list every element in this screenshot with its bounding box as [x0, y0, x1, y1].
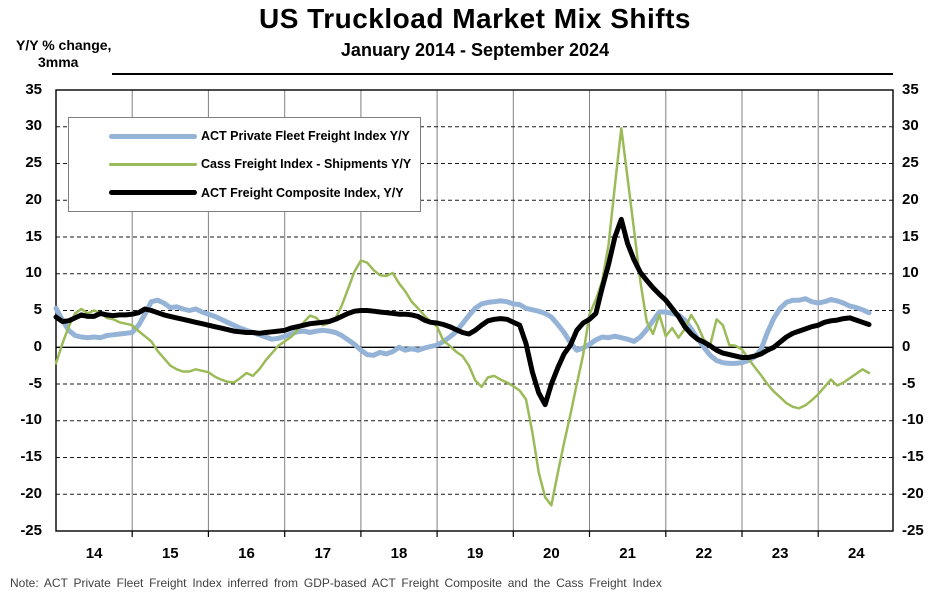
legend-label-cass-shipments: Cass Freight Index - Shipments Y/Y [201, 157, 412, 172]
y-tick-label-right: 5 [902, 301, 911, 318]
legend-item-freight-composite: ACT Freight Composite Index, Y/Y [109, 186, 420, 200]
legend-label-private-fleet: ACT Private Fleet Freight Index Y/Y [201, 129, 410, 144]
legend-item-private-fleet: ACT Private Fleet Freight Index Y/Y [109, 129, 420, 143]
y-tick-label-right: 30 [902, 117, 919, 135]
legend-swatch-freight-composite-line [109, 190, 197, 196]
header-divider [112, 73, 893, 75]
y-tick-label-right: 20 [902, 190, 919, 208]
y-tick-label-left: 10 [25, 264, 42, 282]
y-tick-label-right: 25 [902, 154, 919, 171]
y-tick-label-left: -10 [20, 411, 42, 429]
y-tick-label-right: -25 [902, 521, 924, 539]
legend: ACT Private Fleet Freight Index Y/Y Cass… [68, 117, 421, 212]
series-line-freight-composite [53, 216, 872, 408]
x-tick-label: 18 [390, 545, 408, 562]
chart-title: US Truckload Market Mix Shifts [259, 3, 691, 34]
x-tick-label: 17 [314, 545, 332, 562]
x-tick-label: 16 [238, 545, 255, 562]
legend-item-cass-shipments: Cass Freight Index - Shipments Y/Y [109, 157, 420, 171]
y-tick-label-right: 15 [902, 227, 919, 245]
y-tick-label-right: 0 [902, 337, 911, 355]
y-tick-label-right: -5 [902, 374, 916, 392]
chart-subtitle: January 2014 - September 2024 [340, 40, 610, 60]
x-tick-label: 14 [85, 545, 103, 562]
y-tick-label-left: 35 [25, 80, 42, 98]
x-tick-label: 15 [161, 545, 179, 562]
series-line-private-fleet [53, 296, 872, 366]
y-tick-label-left: 5 [33, 301, 42, 318]
x-tick-label: 23 [771, 545, 789, 562]
y-tick-label-left: 30 [25, 117, 42, 135]
y-axis-unit-line1: Y/Y % change, [16, 37, 112, 53]
legend-label-freight-composite: ACT Freight Composite Index, Y/Y [201, 185, 404, 200]
y-tick-label-left: -20 [20, 484, 42, 502]
y-tick-label-right: -15 [902, 448, 924, 465]
y-tick-label-left: 15 [25, 227, 42, 245]
y-tick-label-left: -25 [20, 521, 42, 539]
legend-swatch-private-fleet-line [109, 133, 197, 139]
x-tick-label: 20 [543, 545, 560, 562]
y-axis-unit-line2: 3mma [38, 54, 79, 70]
y-tick-label-left: 20 [25, 190, 42, 208]
y-tick-label-right: 10 [902, 264, 919, 282]
y-tick-label-right: -20 [902, 484, 924, 502]
x-tick-label: 19 [466, 545, 484, 562]
y-tick-label-left: 25 [25, 154, 42, 171]
y-axis-unit-label: Y/Y % change, 3mma [16, 37, 111, 71]
y-tick-label-right: -10 [902, 411, 924, 429]
y-tick-label-left: 0 [33, 337, 42, 355]
legend-swatch-cass-shipments-line [109, 162, 197, 166]
y-tick-label-right: 35 [902, 80, 919, 98]
x-tick-label: 22 [695, 545, 713, 562]
y-tick-label-left: -5 [28, 374, 42, 392]
x-tick-label: 24 [847, 545, 865, 562]
y-tick-label-left: -15 [20, 448, 42, 465]
footnote: Note: ACT Private Fleet Freight Index in… [10, 576, 662, 590]
x-tick-label: 21 [619, 545, 636, 562]
series-line-cass-shipments [54, 126, 871, 507]
